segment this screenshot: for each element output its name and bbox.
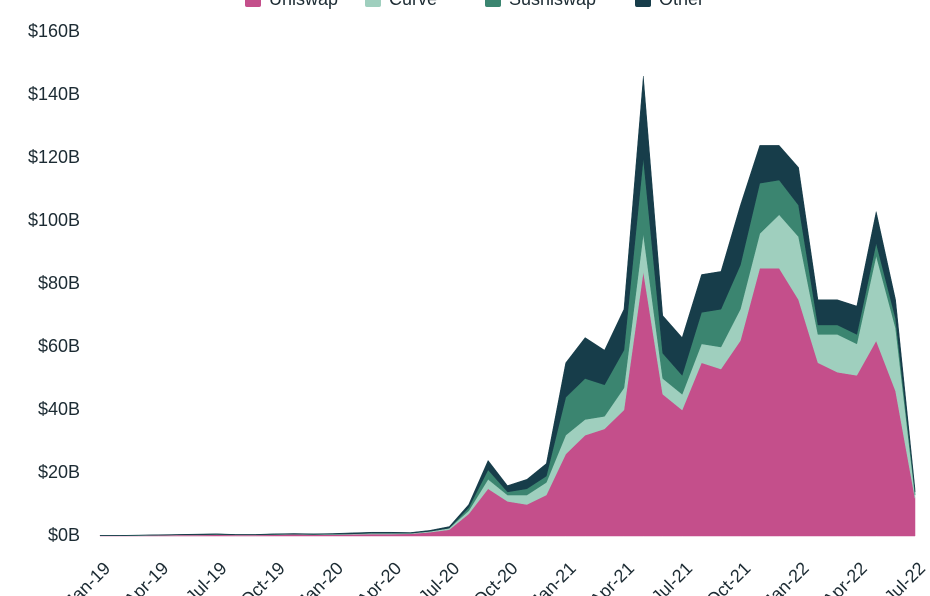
x-tick-label: Jan-22	[760, 558, 813, 596]
legend-swatch	[245, 0, 261, 7]
y-tick-label: $100B	[28, 210, 80, 230]
x-tick-label: Jan-20	[294, 558, 347, 596]
legend-label: Other	[659, 0, 704, 9]
legend-label: Uniswap	[269, 0, 338, 9]
x-tick-label: Jan-21	[527, 558, 580, 596]
legend-label: Curve	[389, 0, 437, 9]
y-tick-label: $60B	[38, 336, 80, 356]
y-tick-label: $120B	[28, 147, 80, 167]
x-tick-label: Apr-20	[353, 558, 405, 596]
y-tick-label: $160B	[28, 21, 80, 41]
x-tick-label: Apr-21	[586, 558, 638, 596]
y-tick-label: $40B	[38, 399, 80, 419]
x-tick-label: Oct-19	[236, 558, 288, 596]
legend-label: Sushiswap	[509, 0, 596, 9]
x-tick-label: Jan-19	[61, 558, 114, 596]
y-tick-label: $140B	[28, 84, 80, 104]
y-tick-label: $0B	[48, 525, 80, 545]
legend-swatch	[635, 0, 651, 7]
x-tick-label: Jul-19	[182, 558, 231, 596]
legend-swatch	[365, 0, 381, 7]
x-tick-label: Jul-20	[415, 558, 464, 596]
y-tick-label: $20B	[38, 462, 80, 482]
x-tick-label: Apr-19	[120, 558, 172, 596]
area	[99, 76, 916, 536]
legend-swatch	[485, 0, 501, 7]
y-tick-label: $80B	[38, 273, 80, 293]
x-tick-label: Jul-21	[648, 558, 697, 596]
x-tick-label: Oct-20	[469, 558, 521, 596]
x-tick-label: Jul-22	[880, 558, 929, 596]
x-tick-label: Oct-21	[702, 558, 754, 596]
x-tick-label: Apr-22	[819, 558, 871, 596]
